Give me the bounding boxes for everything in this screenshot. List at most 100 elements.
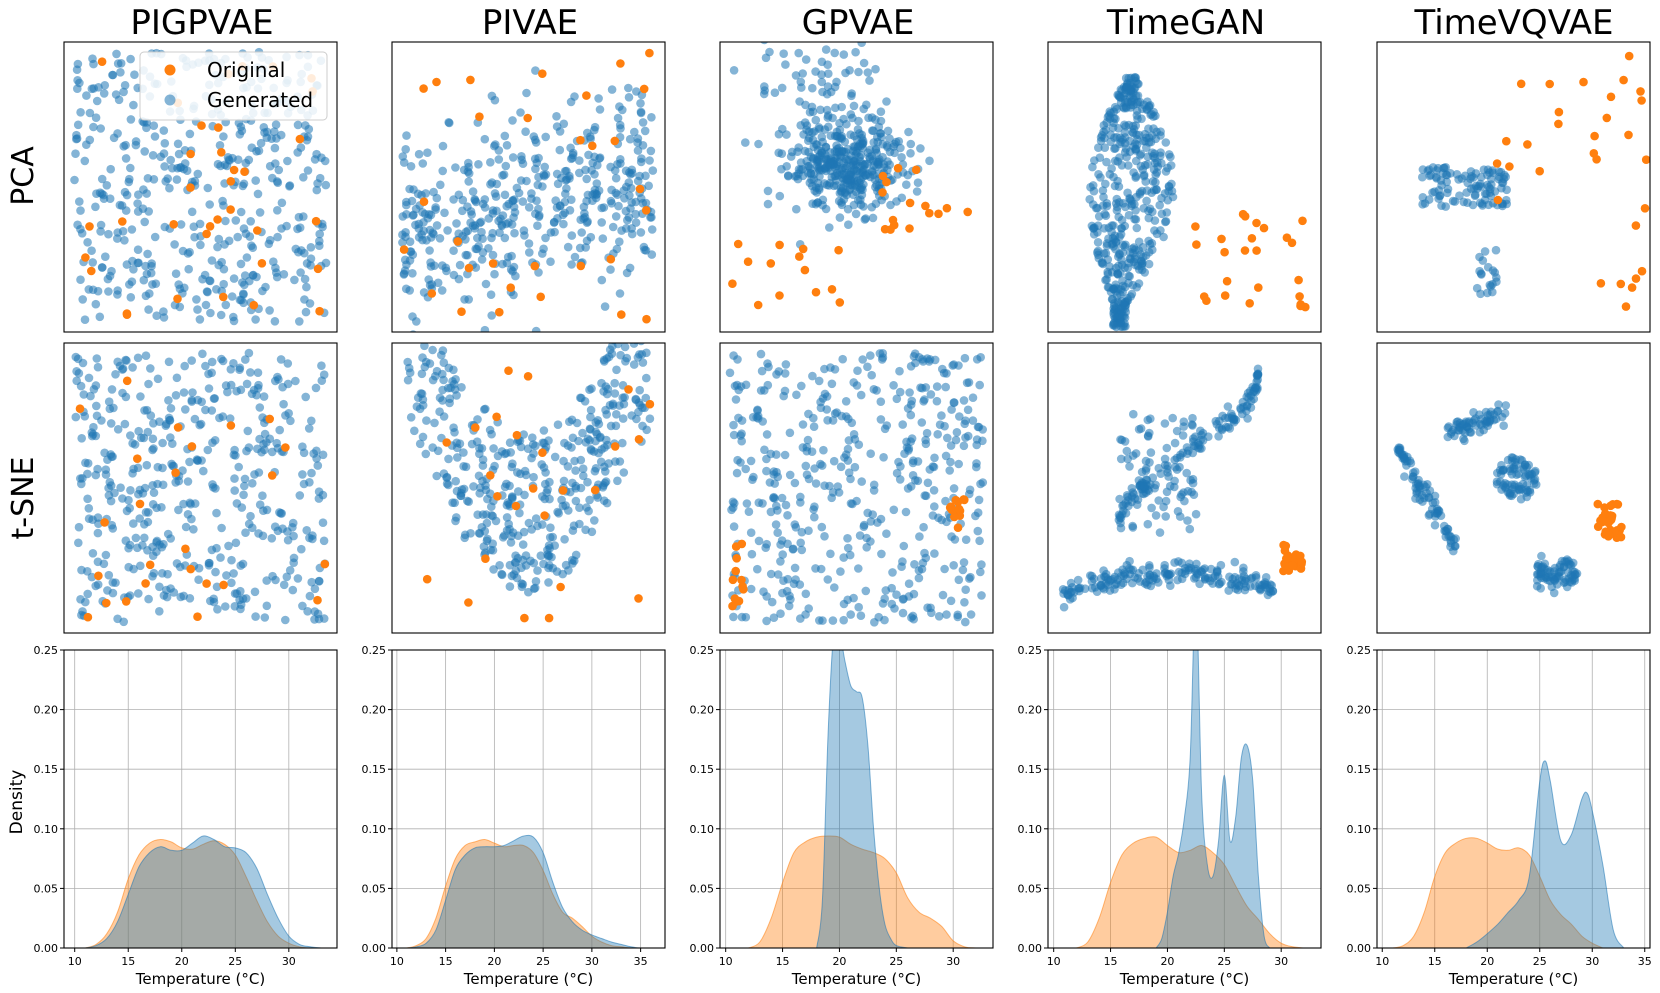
generated-point (856, 611, 866, 620)
generated-point (198, 274, 207, 284)
generated-point (1128, 88, 1138, 97)
generated-point (478, 455, 488, 465)
generated-point (135, 514, 144, 523)
generated-point (1099, 566, 1108, 575)
generated-point (124, 562, 133, 572)
generated-point (612, 365, 621, 375)
generated-point (516, 469, 525, 479)
generated-point (883, 157, 892, 166)
generated-point (1185, 524, 1195, 534)
generated-point (142, 460, 152, 470)
generated-point (1485, 188, 1495, 197)
generated-point (1450, 431, 1459, 441)
generated-point (405, 184, 414, 194)
generated-point (1239, 563, 1248, 573)
generated-point (540, 162, 549, 172)
points (1393, 400, 1626, 598)
generated-point (1533, 570, 1543, 579)
generated-point (227, 555, 236, 565)
generated-point (299, 173, 308, 182)
generated-point (80, 315, 90, 325)
generated-point (625, 134, 635, 144)
generated-point (1131, 76, 1141, 86)
generated-point (1094, 143, 1103, 152)
generated-point (97, 263, 107, 272)
generated-point (903, 484, 913, 493)
generated-point (107, 385, 117, 394)
generated-point (1127, 289, 1137, 299)
generated-point (493, 451, 503, 461)
generated-point (285, 566, 295, 575)
generated-point (120, 81, 130, 90)
generated-point (305, 591, 315, 601)
x-tick-label: 25 (228, 955, 242, 968)
generated-point (597, 378, 606, 388)
original-point (1493, 195, 1503, 205)
generated-point (114, 95, 124, 105)
panel-frame (719, 41, 994, 333)
generated-point (585, 436, 594, 445)
generated-point (88, 285, 98, 295)
generated-point (821, 45, 831, 54)
generated-point (808, 83, 817, 93)
generated-point (1151, 511, 1161, 520)
generated-point (267, 534, 277, 543)
original-point (493, 492, 502, 501)
generated-point (1466, 184, 1476, 193)
generated-point (811, 479, 821, 488)
generated-point (593, 160, 602, 170)
generated-point (1142, 196, 1151, 206)
generated-point (930, 549, 939, 558)
generated-point (459, 448, 468, 457)
generated-point (635, 171, 644, 181)
generated-point (1122, 82, 1131, 91)
generated-point (172, 559, 182, 568)
generated-point (746, 456, 756, 466)
original-point (1252, 246, 1261, 255)
generated-point (902, 180, 911, 189)
generated-point (777, 493, 787, 503)
generated-point (824, 122, 833, 132)
generated-point (93, 557, 103, 567)
generated-point (1555, 567, 1565, 577)
generated-point (853, 366, 862, 376)
generated-point (540, 494, 550, 504)
original-point (466, 75, 475, 85)
generated-point (605, 400, 615, 410)
generated-point (437, 286, 447, 295)
generated-point (1141, 177, 1150, 186)
generated-point (1101, 275, 1110, 285)
generated-point (850, 462, 860, 472)
y-tick-label: 0.10 (1018, 823, 1043, 836)
generated-point (461, 462, 471, 472)
generated-point (1124, 73, 1133, 83)
generated-point (543, 485, 552, 494)
generated-point (838, 354, 847, 364)
generated-point (497, 569, 506, 579)
generated-point (1178, 431, 1188, 440)
generated-point (452, 513, 461, 522)
generated-point (581, 165, 590, 175)
generated-point (612, 410, 621, 419)
generated-point (87, 572, 97, 582)
generated-point (633, 134, 643, 143)
generated-point (1093, 221, 1103, 230)
generated-point (1443, 188, 1452, 198)
generated-point (533, 180, 543, 190)
generated-point (828, 616, 838, 625)
generated-point (1495, 172, 1504, 182)
generated-point (810, 186, 819, 196)
generated-point (222, 571, 231, 580)
generated-point (890, 604, 899, 613)
generated-point (1140, 482, 1149, 491)
generated-point (221, 300, 231, 310)
generated-point (613, 190, 622, 199)
generated-point (505, 501, 515, 511)
generated-point (585, 495, 594, 505)
generated-point (790, 478, 800, 488)
x-tick-label: 10 (390, 955, 404, 968)
generated-point (136, 392, 145, 401)
generated-point (253, 368, 263, 378)
y-tick-label: 0.15 (1018, 763, 1043, 776)
generated-point (508, 196, 518, 206)
